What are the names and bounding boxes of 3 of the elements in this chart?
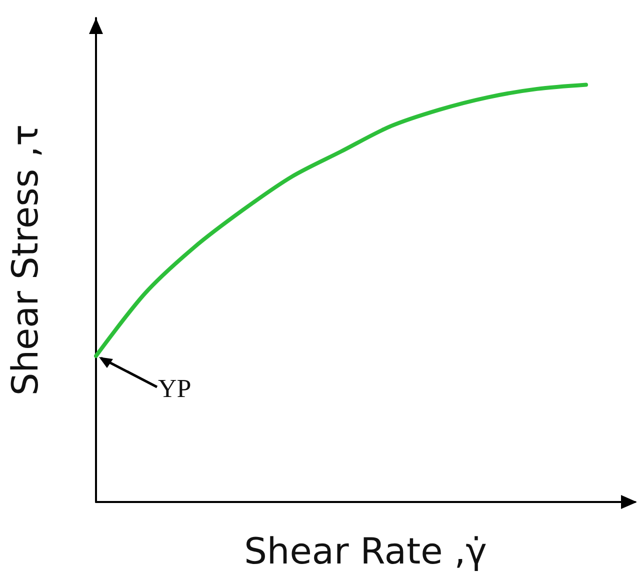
x-axis-title: Shear Rate ,γ̇ — [244, 532, 487, 572]
annotation: YP — [158, 374, 192, 404]
y-axis-title: Shear Stress ,τ — [6, 124, 46, 396]
